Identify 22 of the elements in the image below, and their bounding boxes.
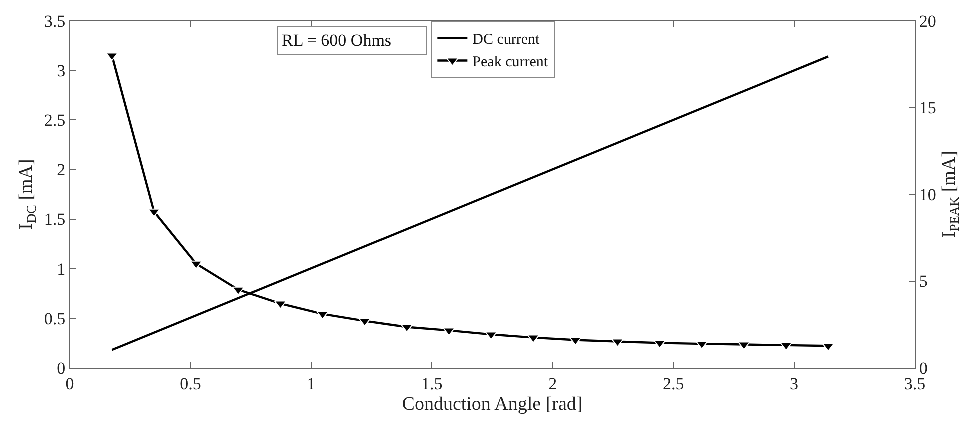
y-tick-label: 1	[57, 260, 66, 279]
x-tick-label: 2	[548, 374, 558, 394]
y-tick-label: 0	[57, 358, 66, 378]
x-tick-label: 2.5	[662, 374, 684, 394]
annotation: RL = 600 Ohms	[282, 31, 392, 50]
y-tick-label: 3.5	[44, 12, 66, 31]
x-tick-label: 1	[307, 374, 316, 394]
y-tick-label: 3	[57, 62, 66, 81]
legend-label: DC current	[472, 32, 541, 48]
y2-tick-label: 10	[919, 185, 936, 204]
y-tick-label: 2	[57, 160, 66, 180]
y2-tick-label: 5	[919, 272, 928, 292]
x-axis-title: Conduction Angle [rad]	[402, 394, 583, 416]
x-tick-label: 1.5	[422, 374, 443, 394]
y-tick-label: 2.5	[44, 111, 66, 130]
legend-label: Peak current	[472, 54, 549, 71]
y2-tick-label: 20	[919, 12, 936, 31]
y2-tick-label: 15	[919, 98, 936, 118]
y-tick-label: 0.5	[44, 309, 66, 328]
y-tick-label: 1.5	[44, 210, 66, 230]
x-tick-label: 0.5	[180, 374, 202, 394]
x-tick-label: 3	[790, 374, 799, 394]
